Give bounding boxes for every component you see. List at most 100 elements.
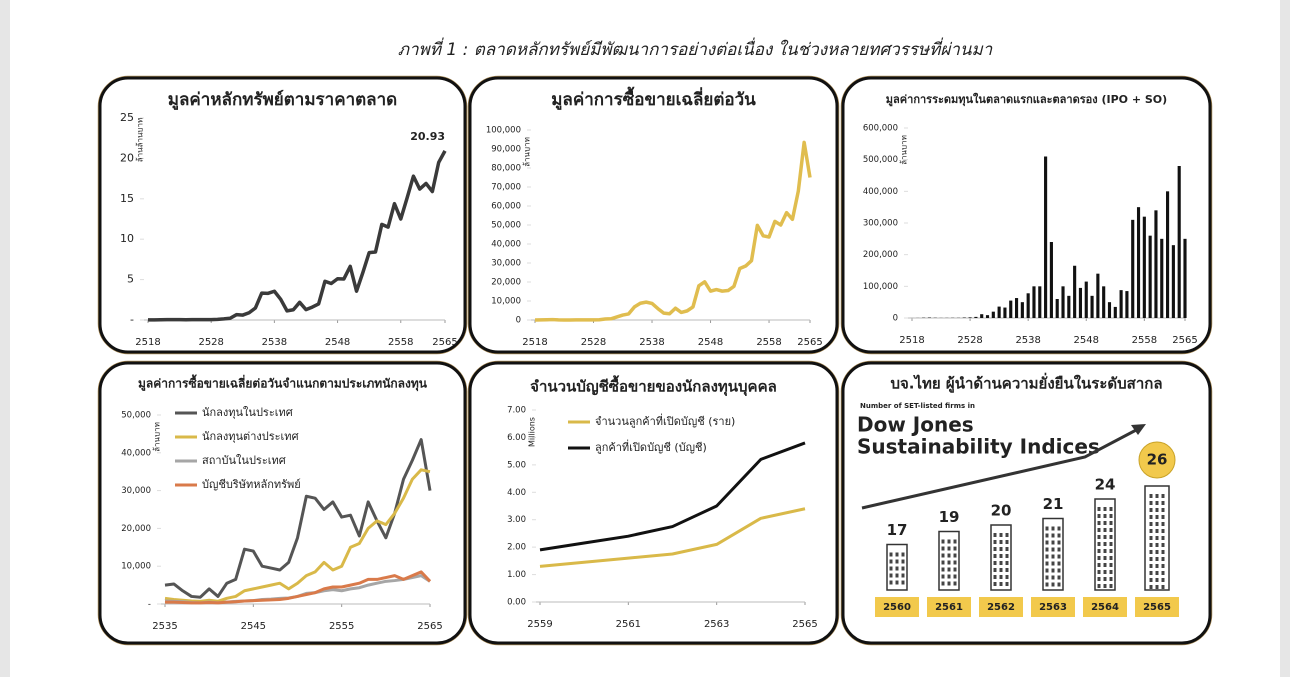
- window: [1097, 514, 1101, 518]
- window: [1103, 577, 1107, 581]
- window: [1155, 522, 1159, 526]
- x-tick-label: 2562: [987, 602, 1015, 613]
- window: [1045, 554, 1049, 559]
- window: [1045, 568, 1049, 573]
- window: [1109, 556, 1113, 560]
- window: [1149, 571, 1153, 575]
- y-tick-label: 40,000: [491, 240, 521, 250]
- y-tick-label: 0: [893, 314, 898, 324]
- window: [1161, 508, 1165, 512]
- bar: [1049, 242, 1053, 318]
- panel: [841, 361, 1212, 645]
- window: [1155, 578, 1159, 582]
- window: [1051, 561, 1055, 566]
- value-label: 26: [1147, 451, 1168, 469]
- x-tick-label: 2558: [756, 337, 781, 348]
- window: [993, 547, 997, 551]
- line-series: [165, 570, 432, 605]
- y-tick-label: 7.00: [507, 406, 526, 416]
- window: [1155, 550, 1159, 554]
- window: [1051, 582, 1055, 587]
- y-tick-label: 1.00: [507, 570, 526, 580]
- window: [1155, 515, 1159, 519]
- x-tick-label: 2565: [792, 619, 817, 630]
- window: [1057, 582, 1061, 587]
- bar: [1171, 245, 1175, 318]
- window: [993, 561, 997, 565]
- y-tick-label: 20,000: [121, 524, 151, 534]
- y-tick-label: 70,000: [491, 183, 521, 193]
- x-tick-label: 2528: [957, 335, 982, 346]
- y-tick-label: -: [148, 600, 151, 610]
- window: [1097, 542, 1101, 546]
- line-series: [539, 507, 806, 568]
- bar: [1096, 273, 1100, 318]
- window: [947, 567, 951, 572]
- y-tick-label: 5.00: [507, 460, 526, 470]
- window: [1149, 536, 1153, 540]
- x-tick-label: 2538: [262, 337, 287, 348]
- window: [1161, 557, 1165, 561]
- y-tick-label: 60,000: [491, 202, 521, 212]
- window: [1149, 543, 1153, 547]
- window: [1005, 582, 1009, 586]
- y-axis-label: Millions: [528, 417, 537, 447]
- window: [947, 581, 951, 586]
- x-tick-label: 2561: [935, 602, 963, 613]
- bar: [1136, 207, 1141, 318]
- bar: [985, 315, 990, 318]
- window: [953, 539, 957, 544]
- x-tick-label: 2564: [1091, 602, 1119, 613]
- year-box: [927, 597, 971, 617]
- window: [1051, 554, 1055, 559]
- window: [1149, 585, 1153, 589]
- window: [1057, 526, 1061, 531]
- window: [1097, 563, 1101, 567]
- y-tick-label: 6.00: [507, 433, 526, 443]
- window: [1149, 515, 1153, 519]
- annotation: 20.93: [410, 130, 445, 143]
- window: [1109, 549, 1113, 553]
- x-tick-label: 2563: [704, 619, 729, 630]
- x-tick-label: 2535: [152, 621, 177, 632]
- window: [1155, 543, 1159, 547]
- x-tick-label: 2565: [1143, 602, 1171, 613]
- window: [947, 539, 951, 544]
- window: [993, 533, 997, 537]
- window: [1097, 556, 1101, 560]
- window: [1103, 549, 1107, 553]
- heading: Dow Jones: [857, 413, 974, 437]
- window: [999, 575, 1003, 579]
- y-tick-label: -: [130, 313, 134, 326]
- y-tick-label: 2.00: [507, 543, 526, 553]
- window: [1051, 568, 1055, 573]
- y-tick-label: 400,000: [863, 187, 898, 197]
- legend-label: จำนวนลูกค้าที่เปิดบัญชี (ราย): [595, 413, 735, 428]
- window: [1045, 575, 1049, 580]
- chart-title: มูลค่าการระดมทุนในตลาดแรกและตลาดรอง (IPO…: [886, 92, 1167, 107]
- window: [1057, 547, 1061, 552]
- window: [1103, 507, 1107, 511]
- window: [895, 552, 899, 557]
- window: [1005, 554, 1009, 558]
- window: [999, 561, 1003, 565]
- window: [953, 553, 957, 558]
- window: [1161, 550, 1165, 554]
- window: [1057, 575, 1061, 580]
- window: [1149, 550, 1153, 554]
- year-box: [979, 597, 1023, 617]
- window: [999, 568, 1003, 572]
- window: [1109, 542, 1113, 546]
- window: [1109, 521, 1113, 525]
- y-tick-label: 10,000: [121, 562, 151, 572]
- window: [1097, 535, 1101, 539]
- panel: [468, 361, 839, 645]
- x-tick-label: 2558: [388, 337, 413, 348]
- window: [1103, 556, 1107, 560]
- y-tick-label: 100,000: [486, 126, 521, 136]
- y-tick-label: 0.00: [507, 598, 526, 608]
- x-tick-label: 2538: [639, 337, 664, 348]
- legend-label: สถาบันในประเทศ: [202, 454, 286, 467]
- x-tick-label: 2548: [325, 337, 350, 348]
